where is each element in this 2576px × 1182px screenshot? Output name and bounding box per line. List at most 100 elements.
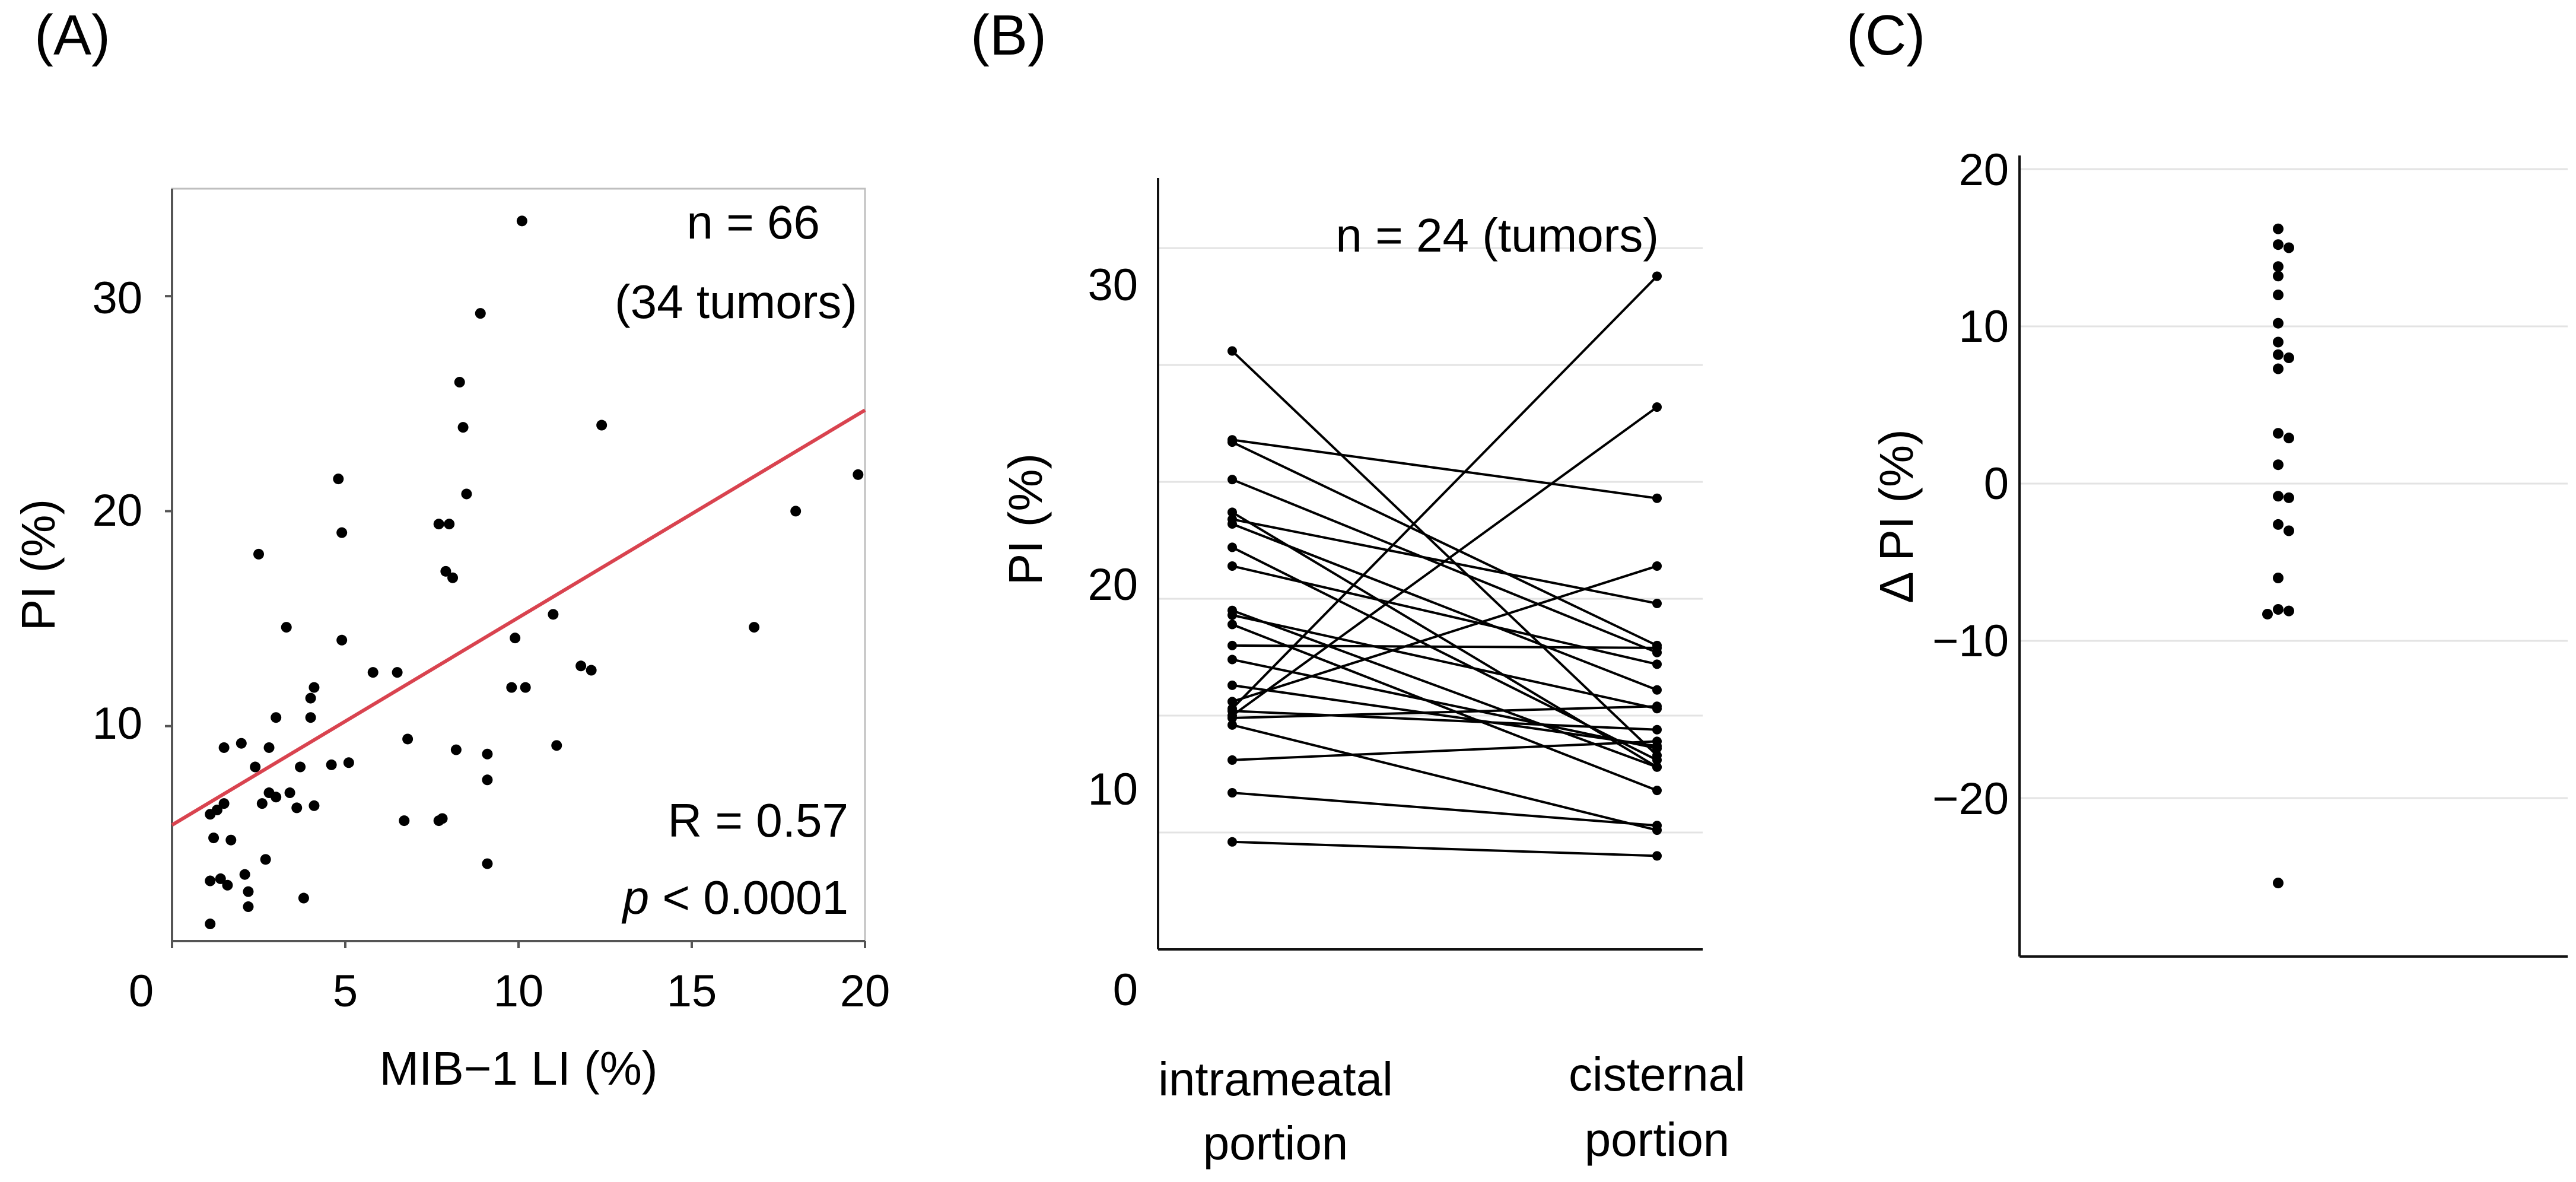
panel-a-data-point [790,506,802,517]
panel-b-point-intrameatal [1227,837,1237,847]
panel-a-y-tick-10: 10 [92,698,142,749]
panel-b-pair-line [1232,684,1658,748]
panel-c-y-tick-20: 20 [1958,145,2009,195]
panel-a-data-point [461,488,472,500]
panel-c-y-tick-10: 10 [1958,301,2009,352]
panel-b-point-cisternal [1652,402,1662,412]
panel-b-y-tick-30: 30 [1087,260,1138,310]
panel-a-data-point [450,744,462,755]
panel-b-pair-line [1232,840,1658,857]
panel-b-point-intrameatal [1227,697,1237,707]
panel-b-point-cisternal [1652,701,1662,711]
panel-c-data-point [2273,428,2284,439]
panel-a-data-point [454,377,465,388]
panel-a-data-point [239,869,250,880]
panel-a-data-point [260,854,271,865]
panel-a-data-point [305,692,316,704]
panel-b-letter: (B) [971,4,1047,67]
panel-b-point-intrameatal [1227,713,1237,723]
panel-a-data-point [243,901,254,913]
panel-a-points [205,215,864,930]
panel-b-point-intrameatal [1227,542,1237,552]
panel-b-point-cisternal [1652,659,1662,669]
panel-b-pair-line [1232,644,1658,649]
panel-b-point-cisternal [1652,755,1662,765]
panel-b-y-tick-10: 10 [1087,764,1138,815]
panel-b-pair-line [1232,792,1658,827]
panel-a-data-point [298,892,309,904]
panel-b-pair-line [1232,614,1658,710]
panel-a-data-point [475,308,486,319]
panel-a-data-point [295,761,306,773]
panel-a-data-point [208,833,220,844]
panel-a-data-point [437,813,448,824]
panel-b-y-axis-title: PI (%) [999,453,1052,585]
panel-c: (C) 20 10 0 −10 −20 Δ PI (%) [1846,4,2568,958]
panel-a-data-point [433,519,444,530]
panel-b-pair-line [1232,546,1658,761]
panel-b-pair-line [1232,439,1658,500]
panel-a-x-tick-0: 0 [129,966,154,1016]
panel-b-category-cisternal-portion: portion [1585,1113,1730,1166]
panel-a-data-point [482,858,493,869]
panel-a-data-point [218,742,230,753]
panel-c-data-point [2273,519,2284,530]
panel-c-data-point [2284,242,2294,253]
panel-a-data-point [343,757,354,768]
panel-a-data-point [336,527,348,538]
panel-a-data-point [253,548,264,560]
panel-a-data-point [575,660,587,672]
panel-c-letter: (C) [1846,4,1925,67]
panel-a-data-point [440,565,451,577]
panel-a-data-point [326,759,337,770]
panel-a-data-point [205,919,216,930]
panel-b-point-cisternal [1652,736,1662,746]
panel-b-point-intrameatal [1227,788,1237,798]
panel-b-pair-line [1232,523,1658,691]
panel-a-data-point [749,622,760,633]
panel-b-point-intrameatal [1227,680,1237,690]
panel-b-point-intrameatal [1227,507,1237,517]
panel-a-x-axis-title: MIB−1 LI (%) [379,1042,657,1095]
panel-a-data-point [853,469,864,480]
panel-a-data-point [548,609,559,620]
panel-b-point-cisternal [1652,851,1662,861]
panel-b-point-cisternal [1652,561,1662,571]
panel-a-x-tick-20: 20 [840,966,891,1016]
panel-b-pair-line [1232,705,1658,719]
panel-a-data-point [482,774,493,786]
panel-a-x-tick-10: 10 [494,966,544,1016]
panel-b-point-intrameatal [1227,654,1237,665]
panel-c-y-tick-minus-20: −20 [1932,774,2009,824]
panel-c-data-point [2284,433,2294,444]
panel-b-point-cisternal [1652,643,1662,653]
panel-a-data-point [506,682,517,693]
panel-a-data-point [336,634,348,646]
panel-a-x-tick-5: 5 [333,966,358,1016]
panel-b-point-cisternal [1652,493,1662,503]
panel-b-point-cisternal [1652,598,1662,608]
panel-a-data-point [271,712,282,723]
panel-a-data-point [205,875,216,887]
panel-b-n-label: n = 24 (tumors) [1335,209,1659,262]
panel-c-data-point [2273,271,2284,282]
panel-b-point-intrameatal [1227,475,1237,485]
panel-c-data-point [2273,290,2284,300]
panel-a-data-point [399,815,410,827]
panel-b-point-cisternal [1652,725,1662,735]
panel-a-data-point [236,738,247,749]
panel-a-data-point [516,215,527,227]
panel-a-data-point [333,474,344,485]
panel-a: (A) 30 20 10 0 5 10 15 20 MIB−1 LI (%) P… [12,4,890,1095]
panel-c-data-point [2273,459,2284,471]
panel-b-point-intrameatal [1227,619,1237,630]
panel-b-pair-line [1232,740,1658,761]
panel-c-y-tick-minus-10: −10 [1932,616,2009,666]
panel-a-letter: (A) [34,4,110,67]
panel-a-data-point [551,740,562,751]
panel-c-data-point [2284,525,2294,536]
panel-a-p-italic: p [622,871,650,924]
panel-a-data-point [215,873,226,884]
panel-a-data-point [447,572,459,583]
panel-b-pair-line [1232,723,1658,832]
